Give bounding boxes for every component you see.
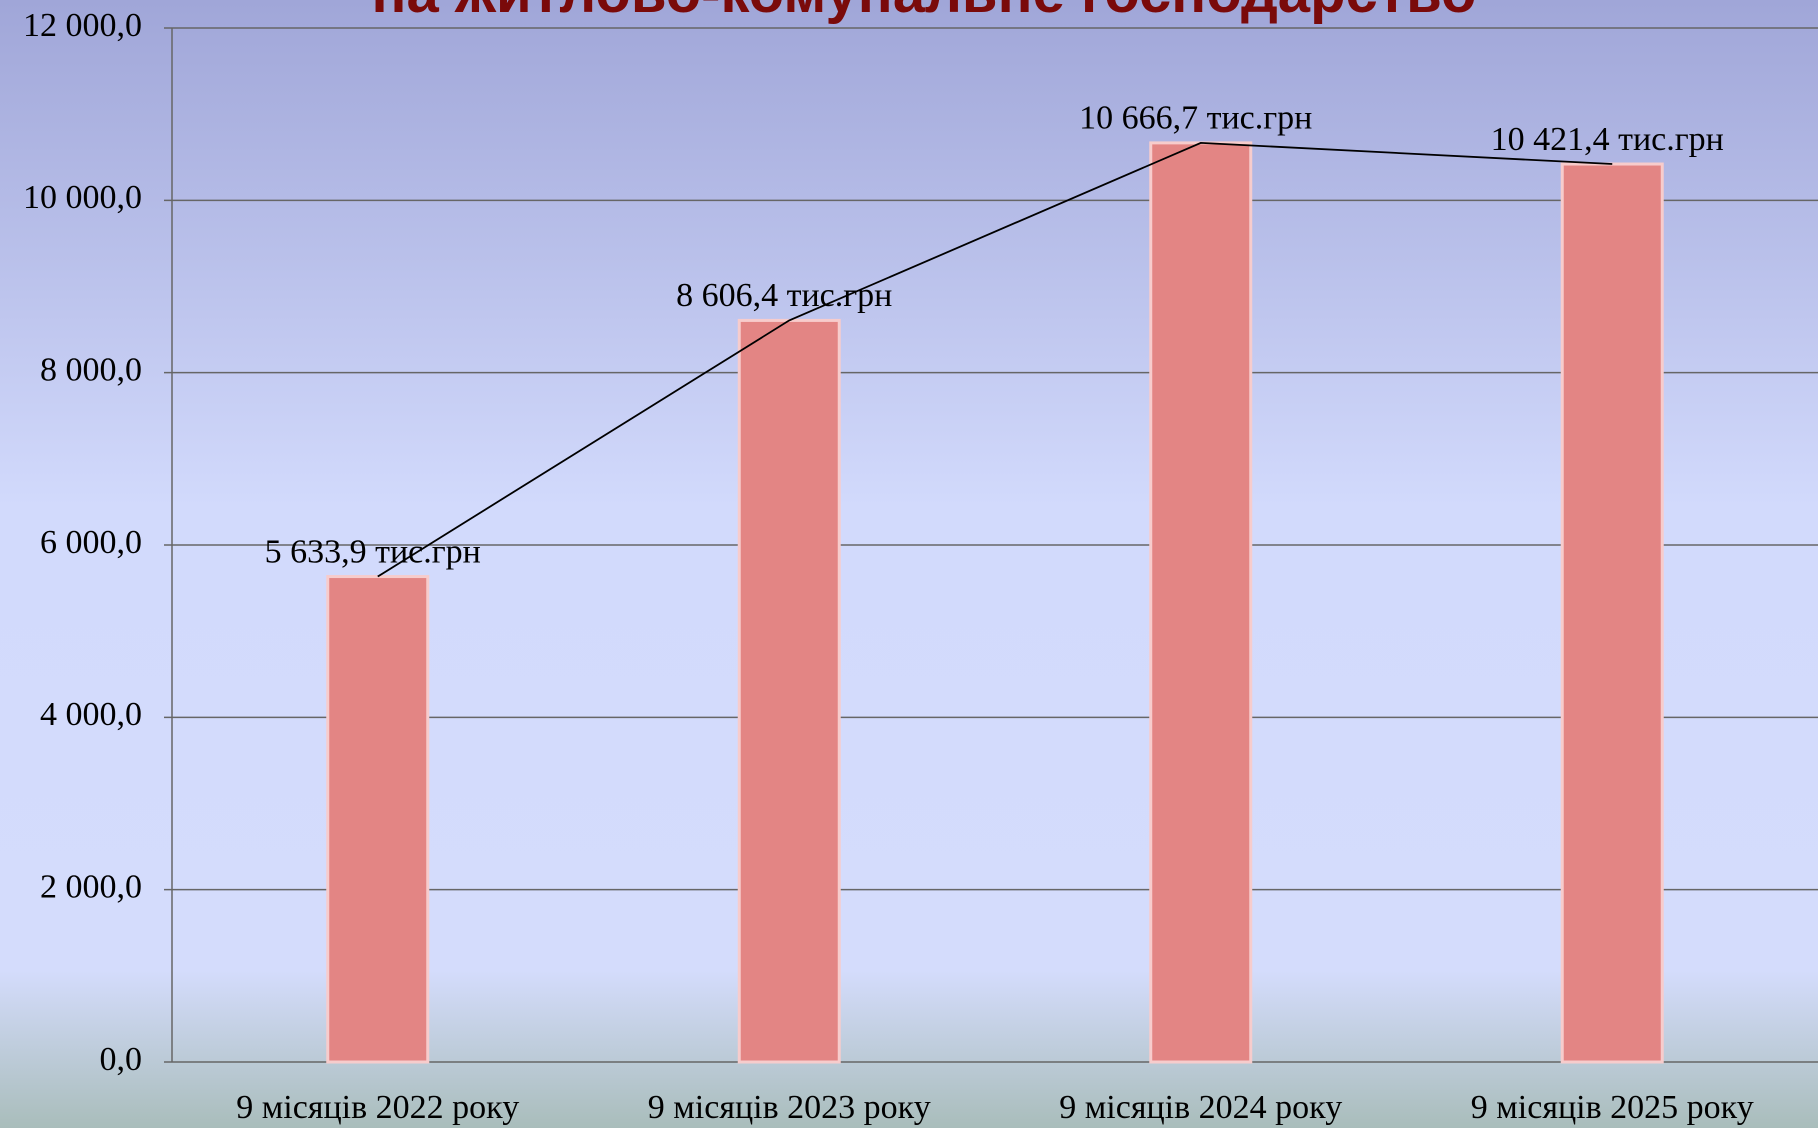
y-tick-label: 0,0 bbox=[100, 1041, 143, 1078]
y-tick-label: 4 000,0 bbox=[40, 696, 142, 733]
y-tick-label: 2 000,0 bbox=[40, 868, 142, 905]
bar bbox=[1149, 141, 1253, 1064]
bar bbox=[1560, 162, 1664, 1064]
bar bbox=[737, 318, 841, 1064]
y-tick-label: 8 000,0 bbox=[40, 351, 142, 388]
bar bbox=[326, 575, 430, 1064]
y-tick-label: 6 000,0 bbox=[40, 524, 142, 561]
x-tick-label: 9 місяців 2023 року bbox=[648, 1089, 931, 1126]
y-tick-label: 12 000,0 bbox=[23, 7, 142, 44]
trend-line bbox=[377, 141, 1613, 578]
data-label: 10 666,7 тис.грн bbox=[1079, 100, 1312, 137]
x-tick-label: 9 місяців 2024 року bbox=[1059, 1089, 1342, 1126]
x-tick-label: 9 місяців 2025 року bbox=[1471, 1089, 1754, 1126]
chart-title: на житлово-комунальне господарство bbox=[372, 0, 1477, 25]
data-label: 8 606,4 тис.грн bbox=[676, 277, 892, 314]
y-tick-label: 10 000,0 bbox=[23, 179, 142, 216]
data-label: 10 421,4 тис.грн bbox=[1491, 121, 1724, 158]
data-label: 5 633,9 тис.грн bbox=[265, 533, 481, 570]
x-tick-label: 9 місяців 2022 року bbox=[236, 1089, 519, 1126]
